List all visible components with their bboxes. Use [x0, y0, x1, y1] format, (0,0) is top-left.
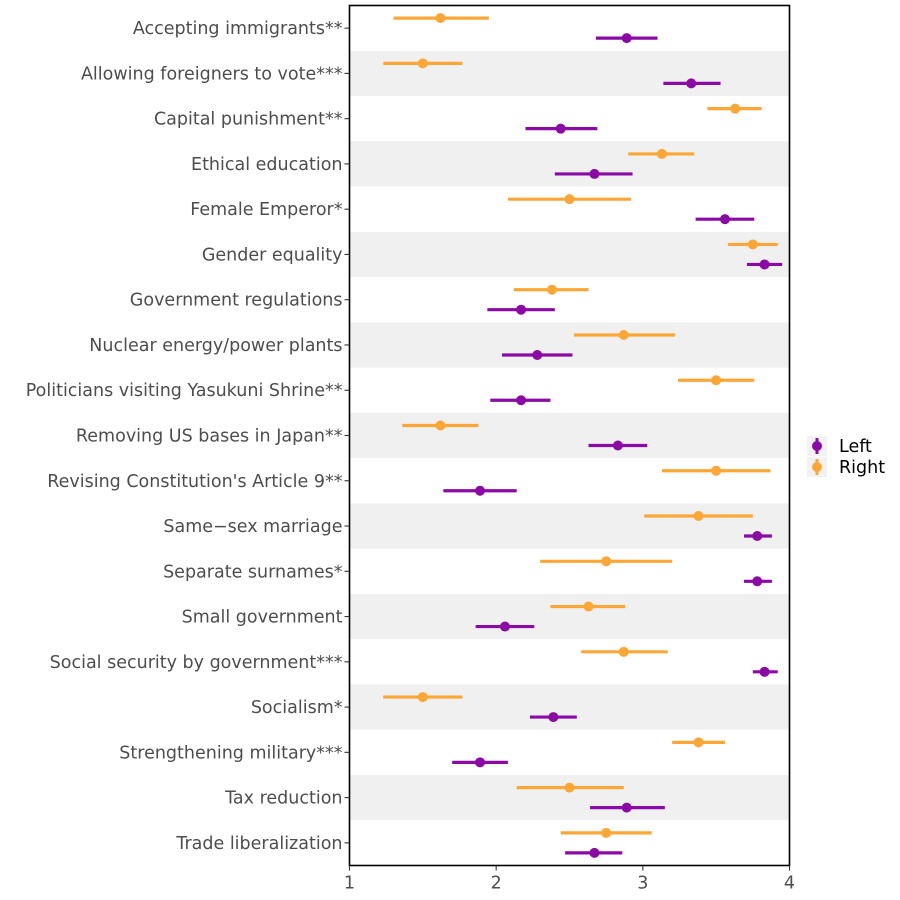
- x-axis: 1 2 3 4: [344, 865, 795, 894]
- y-tick-label: Strengthening military***: [119, 743, 342, 763]
- left-point: [516, 395, 527, 406]
- y-tick-label: Female Emperor*: [190, 200, 343, 220]
- y-tick-label: Small government: [182, 608, 343, 628]
- y-tick-label: Nuclear energy/power plants: [89, 336, 342, 356]
- series-left: [443, 33, 783, 858]
- left-point: [499, 621, 510, 632]
- right-point: [564, 782, 575, 793]
- right-point: [564, 194, 575, 205]
- y-tick-label: Ethical education: [191, 155, 342, 175]
- y-tick-label: Revising Constitution's Article 9**: [47, 472, 343, 492]
- y-tick-label: Allowing foreigners to vote***: [81, 64, 343, 84]
- x-tick-label: 3: [637, 874, 648, 894]
- right-point: [583, 601, 594, 612]
- left-point: [752, 531, 763, 542]
- row-band: [349, 322, 790, 368]
- right-point: [435, 13, 446, 24]
- row-band: [349, 774, 790, 821]
- y-tick-label: Government regulations: [130, 291, 343, 311]
- left-point: [589, 847, 600, 858]
- y-tick-label: Socialism*: [251, 698, 343, 718]
- left-point: [475, 757, 486, 768]
- row-bands: [349, 50, 790, 821]
- left-point: [555, 123, 566, 134]
- x-tick-label: 4: [784, 874, 795, 894]
- y-axis: Accepting immigrants** Allowing foreigner…: [26, 19, 350, 854]
- left-point: [548, 712, 559, 723]
- right-point: [747, 239, 758, 250]
- left-point: [612, 440, 623, 451]
- row-band: [349, 503, 790, 549]
- left-point: [752, 576, 763, 587]
- y-tick-label: Tax reduction: [224, 789, 342, 809]
- right-point: [546, 284, 557, 295]
- row-band: [349, 141, 790, 187]
- legend-label: Left: [839, 437, 872, 457]
- right-point: [435, 420, 446, 431]
- y-tick-label: Removing US bases in Japan**: [76, 427, 343, 447]
- legend-key-point: [812, 441, 822, 451]
- row-band: [349, 412, 790, 459]
- right-point: [618, 646, 629, 657]
- left-point: [621, 802, 632, 813]
- y-tick-label: Separate surnames*: [163, 562, 343, 582]
- right-point: [730, 103, 741, 114]
- row-band: [349, 593, 790, 640]
- right-point: [417, 58, 428, 69]
- left-point: [759, 259, 770, 270]
- right-point: [618, 329, 629, 340]
- legend-label: Right: [839, 458, 885, 478]
- left-point: [621, 33, 632, 44]
- right-point: [693, 737, 704, 748]
- y-tick-label: Accepting immigrants**: [133, 19, 343, 39]
- row-band: [349, 231, 790, 278]
- right-point: [601, 556, 612, 567]
- y-tick-label: Politicians visiting Yasukuni Shrine**: [26, 381, 343, 401]
- left-point: [719, 214, 730, 225]
- right-point: [711, 375, 722, 386]
- x-tick-label: 1: [344, 874, 355, 894]
- y-tick-label: Social security by government***: [50, 653, 343, 673]
- left-point: [532, 349, 543, 360]
- row-band: [349, 50, 790, 97]
- x-tick-label: 2: [491, 874, 502, 894]
- legend-item-right: Right: [807, 457, 885, 478]
- y-tick-label: Gender equality: [202, 245, 343, 265]
- series-right: [383, 13, 778, 838]
- right-point: [601, 827, 612, 838]
- left-point: [516, 304, 527, 315]
- legend-item-left: Left: [807, 436, 872, 457]
- row-band: [349, 684, 790, 730]
- series-layer: [383, 13, 783, 858]
- y-tick-label: Trade liberalization: [175, 834, 342, 854]
- right-point: [711, 465, 722, 476]
- right-point: [656, 148, 667, 159]
- right-point: [417, 692, 428, 703]
- left-point: [475, 485, 486, 496]
- left-point: [759, 666, 770, 677]
- left-point: [589, 168, 600, 179]
- y-tick-label: Same−sex marriage: [163, 517, 342, 537]
- left-point: [686, 78, 697, 89]
- y-tick-label: Capital punishment**: [154, 110, 343, 130]
- right-point: [693, 511, 704, 522]
- legend-key-point: [812, 462, 822, 472]
